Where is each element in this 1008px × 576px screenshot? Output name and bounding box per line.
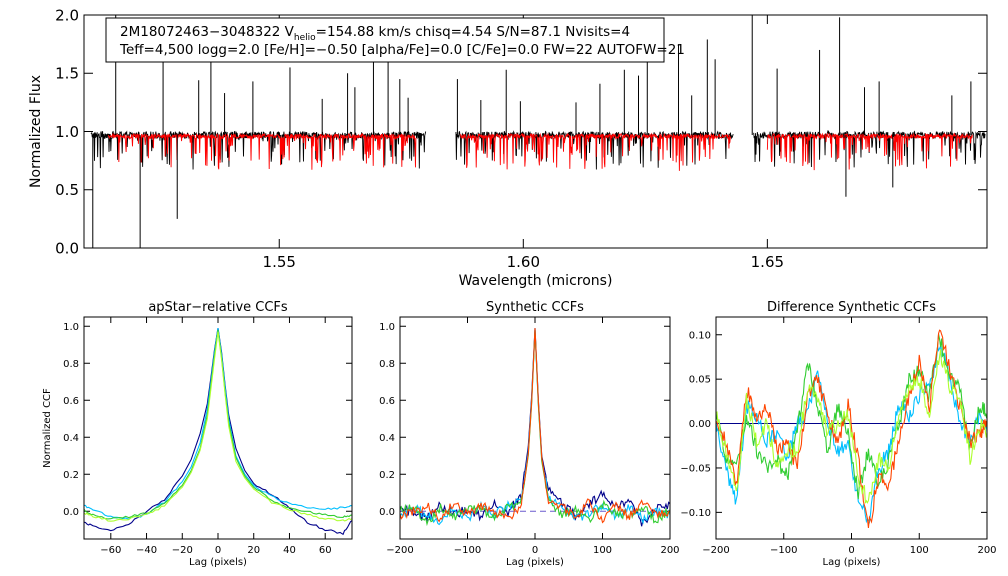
ccf3-xtick-label: 200 [977, 545, 996, 556]
ccf1-xtick-label: 20 [247, 545, 260, 556]
ccf3-title: Difference Synthetic CCFs [767, 300, 936, 315]
spectrum-ytick-label: 0.0 [55, 239, 79, 257]
spectrum-ytick-label: 0.5 [55, 181, 79, 199]
ccf3-ytick-label: 0.10 [689, 330, 711, 341]
ccf3-plot-area [716, 329, 987, 528]
ccf2-series-visit-1 [400, 328, 670, 527]
ccf2-ytick-label: 0.2 [379, 470, 395, 481]
ccf3-series-visit-3 [716, 333, 987, 500]
ccf1-ytick-label: 1.0 [63, 322, 79, 333]
spectrum-axes-frame [83, 14, 988, 249]
spectrum-panel: 1.55 1.60 1.65 0.0 0.5 1.0 1.5 2.0 Wavelength (m… [28, 6, 988, 289]
ccf2-ytick-label: 1.0 [379, 322, 395, 333]
ccf3-panel: −200 −100 0 100 200 −0.10 −0.05 0.00 0.05 0.10 Lag… [680, 300, 996, 568]
spectrum-ytick-label: 1.5 [55, 65, 79, 83]
legend-line-2: Teff=4,500 logg=2.0 [Fe/H]=−0.50 [alpha/… [119, 42, 685, 58]
ccf2-ytick-label: 0.6 [379, 396, 395, 407]
ccf1-ytick-label: 0.4 [63, 433, 79, 444]
spectrum-model-chip-3 [766, 132, 973, 171]
ccf3-ytick-label: −0.10 [680, 508, 711, 519]
legend-helio-sub: helio [294, 33, 316, 43]
ccf3-xlabel: Lag (pixels) [823, 557, 881, 568]
ccf1-ytick-label: 0.8 [63, 359, 79, 370]
ccf3-axes-frame [715, 316, 988, 540]
ccf3-ytick-label: 0.05 [689, 375, 711, 386]
spectrum-plot-area [90, 15, 986, 248]
spectrum-ytick-label: 1.0 [55, 123, 79, 141]
spectrum-model-chip-1 [107, 132, 417, 170]
ccf1-series-visit-4 [84, 331, 352, 522]
ccf2-title: Synthetic CCFs [486, 300, 584, 315]
legend-star-id: 2M18072463−3048322 V [120, 24, 295, 40]
ccf3-xtick-label: −100 [770, 545, 797, 556]
spectrum-xtick-label: 1.55 [263, 253, 296, 271]
ccf3-series-visit-1 [716, 349, 987, 504]
spectrum-ylabel: Normalized Flux [28, 75, 44, 188]
ccf2-panel: −200 −100 0 100 200 0.0 0.2 0.4 0.6 0.8 1.0 Lag (pi… [379, 300, 679, 568]
spectrum-xtick-label: 1.60 [507, 253, 540, 271]
spectrum-xlabel: Wavelength (microns) [459, 273, 613, 289]
ccf3-xtick-label: 100 [910, 545, 929, 556]
ccf1-panel: −60 −40 −20 0 20 40 60 0.0 0.2 0.4 0.6 0.8 1.0 Lag (p… [42, 300, 353, 568]
ccf1-series-visit-3 [84, 329, 352, 520]
ccf2-xtick-label: 200 [660, 545, 679, 556]
spectrum-model-chip-2 [459, 132, 732, 171]
ccf1-plot-area [84, 328, 352, 536]
ccf2-series-visit-2 [400, 329, 670, 526]
ccf2-series-visit-4 [400, 328, 670, 524]
ccf2-xtick-label: −100 [454, 545, 481, 556]
spectrum-ytick-label: 2.0 [55, 6, 79, 24]
ccf2-series-visit-3 [400, 329, 670, 527]
ccf2-plot-area [400, 328, 670, 527]
legend-box [105, 17, 665, 63]
ccf1-ytick-label: 0.2 [63, 470, 79, 481]
ccf1-series-visit-1 [84, 328, 352, 536]
ccf3-xtick-label: −200 [702, 545, 729, 556]
ccf2-xtick-label: 100 [593, 545, 612, 556]
ccf2-xlabel: Lag (pixels) [506, 557, 564, 568]
ccf1-xtick-label: 40 [283, 545, 296, 556]
ccf2-xtick-label: −200 [386, 545, 413, 556]
ccf1-title: apStar−relative CCFs [148, 300, 288, 315]
ccf2-ytick-label: 0.8 [379, 359, 395, 370]
ccf1-ylabel: Normalized CCF [42, 388, 53, 468]
ccf1-xtick-label: −40 [136, 545, 157, 556]
ccf1-xtick-label: 60 [319, 545, 332, 556]
ccf3-ytick-label: −0.05 [680, 463, 711, 474]
ccf1-xtick-label: 0 [215, 545, 221, 556]
ccf1-xtick-label: −20 [172, 545, 193, 556]
ccf3-xtick-label: 0 [848, 545, 854, 556]
ccf3-series-visit-4 [716, 329, 987, 528]
ccf2-ytick-label: 0.4 [379, 433, 395, 444]
legend-line-1: 2M18072463−3048322 Vhelio=154.88 km/s ch… [120, 24, 630, 43]
ccf1-series-visit-2 [84, 328, 352, 520]
legend-stats: =154.88 km/s chisq=4.54 S/N=87.1 Nvisits… [316, 24, 630, 40]
ccf3-ytick-label: 0.00 [689, 419, 711, 430]
ccf1-ytick-label: 0.6 [63, 396, 79, 407]
ccf1-axes-frame [83, 316, 353, 540]
spectrum-xtick-label: 1.65 [751, 253, 784, 271]
ccf2-axes-frame [399, 316, 671, 540]
ccf1-ytick-label: 0.0 [63, 507, 79, 518]
ccf2-xtick-label: 0 [532, 545, 538, 556]
ccf1-xlabel: Lag (pixels) [189, 557, 247, 568]
ccf2-ytick-label: 0.0 [379, 507, 395, 518]
ccf1-xtick-label: −60 [100, 545, 121, 556]
